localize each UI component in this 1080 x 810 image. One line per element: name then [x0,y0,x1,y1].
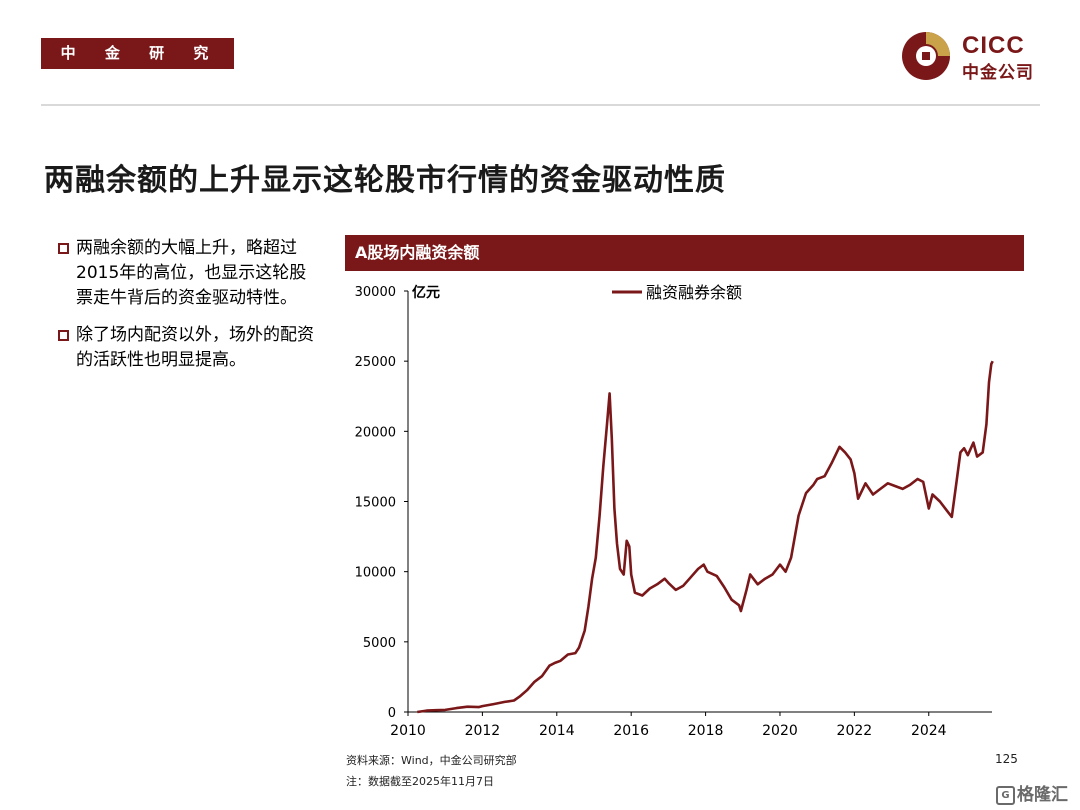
watermark-text: 格隆汇 [1017,785,1068,805]
chart-ticks: 0 5000 10000 15000 20000 25000 30000 2010 2012 20… [355,285,947,739]
bullet-text: 两融余额的大幅上升，略超过2015年的高位，也显示这轮股票走牛背后的资金驱动特性… [76,238,307,308]
chart-axes [407,291,992,713]
cicc-logo-mark-icon [902,32,950,80]
source-note: 资料来源：Wind，中金公司研究部 [346,754,517,767]
logo-text-en: CICC [962,32,1025,59]
department-banner: 中 金 研 究 部 [41,38,234,93]
y-tick-label: 5000 [363,636,396,651]
y-tick-label: 20000 [355,425,396,440]
watermark: G 格隆汇 [996,780,1076,805]
page-number: 125 [995,752,1018,766]
y-tick-label: 10000 [355,566,396,581]
watermark-logo-icon: G [996,785,1015,805]
chart-header: A股场内融资余额 [345,235,1024,271]
series-line-margin-balance [417,360,994,714]
bullet-item: 两融余额的大幅上升，略超过2015年的高位，也显示这轮股票走牛背后的资金驱动特性… [58,236,320,311]
bullet-item: 除了场内配资以外，场外的配资的活跃性也明显提高。 [58,323,320,373]
x-tick-label: 2020 [762,723,798,739]
x-tick-label: 2014 [539,723,575,739]
y-tick-label: 25000 [355,355,396,370]
y-axis-unit-label: 亿元 [412,284,440,301]
slide-title: 两融余额的上升显示这轮股市行情的资金驱动性质 [44,163,726,198]
bullet-text: 除了场内配资以外，场外的配资的活跃性也明显提高。 [76,325,314,370]
header-divider [41,104,1040,106]
x-tick-label: 2010 [390,723,426,739]
y-tick-label: 15000 [355,496,396,511]
y-tick-label: 0 [388,706,396,721]
x-tick-label: 2012 [465,723,501,739]
square-bullet-icon [58,330,69,341]
logo-text-cn: 中金公司 [962,63,1034,83]
x-tick-label: 2024 [911,723,947,739]
bullet-list: 两融余额的大幅上升，略超过2015年的高位，也显示这轮股票走牛背后的资金驱动特性… [58,236,320,385]
square-bullet-icon [58,243,69,254]
x-tick-label: 2022 [837,723,873,739]
x-tick-label: 2016 [613,723,649,739]
chart-legend: 融资融券余额 [612,283,742,302]
cicc-logo: CICC 中金公司 [900,30,1050,83]
y-tick-label: 30000 [355,285,396,300]
data-cutoff-note: 注：数据截至2025年11月7日 [346,775,494,788]
legend-label: 融资融券余额 [646,283,742,302]
x-tick-label: 2018 [688,723,724,739]
margin-balance-chart: 0 5000 10000 15000 20000 25000 30000 2010 2012 20… [355,283,994,739]
